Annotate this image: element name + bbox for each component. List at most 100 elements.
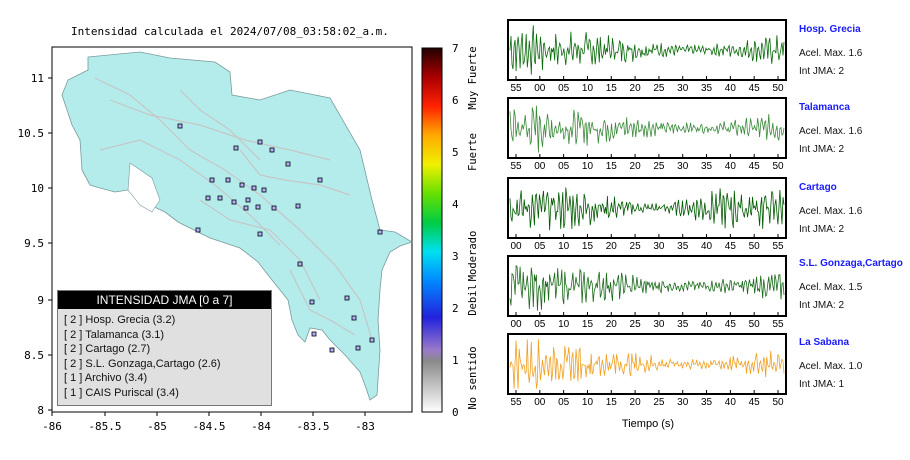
colorbar-label-muy-fuerte: Muy Fuerte xyxy=(467,46,479,109)
trace-tick-label: 10 xyxy=(582,161,594,172)
lon-tick: -86 xyxy=(42,420,62,433)
trace-tick-label: 15 xyxy=(606,397,618,408)
trace-tick-label: 05 xyxy=(558,83,570,94)
trace-tick-label: 50 xyxy=(772,397,784,408)
waveform-line xyxy=(509,264,785,311)
trace-tick-label: 30 xyxy=(677,397,689,408)
trace-tick-label: 30 xyxy=(653,241,665,252)
station-name: Cartago xyxy=(799,182,837,193)
trace-frame xyxy=(507,333,787,395)
legend-item: [ 1 ] CAIS Puriscal (3.4) xyxy=(64,386,179,399)
station-acel: Acel. Max. 1.6 xyxy=(799,48,863,59)
trace-tick-label: 40 xyxy=(701,319,713,330)
colorbar-ticks: 0 1 2 3 4 5 6 7 xyxy=(452,42,459,419)
lon-tick-labels: -86 -85.5 -85 -84.5 -84 -83.5 -83 xyxy=(42,420,375,433)
colorbar-label-debil: Debil xyxy=(467,284,479,316)
trace-tick-label: 45 xyxy=(749,83,761,94)
trace-tick-label: 00 xyxy=(510,319,522,330)
station-int: Int JMA: 2 xyxy=(799,66,845,77)
seismogram-trace: 00 05 10 15 20 25 30 35 40 45 50 55 xyxy=(507,255,787,330)
trace-tick-label: 45 xyxy=(749,397,761,408)
trace-tick-label: 10 xyxy=(558,241,570,252)
trace-tick-label: 20 xyxy=(630,161,642,172)
trace-tick-label: 05 xyxy=(534,319,546,330)
lon-tick: -83.5 xyxy=(296,420,329,433)
lat-tick: 8.5 xyxy=(24,349,44,362)
seismogram-trace: 55 00 05 10 15 20 25 30 35 40 45 50 xyxy=(507,19,787,94)
intensity-legend: INTENSIDAD JMA [0 a 7] [ 2 ] Hosp. Greci… xyxy=(57,290,272,406)
trace-tick-label: 45 xyxy=(749,161,761,172)
legend-title: INTENSIDAD JMA [0 a 7] xyxy=(58,291,271,309)
seismogram-trace: 55 00 05 10 15 20 25 30 35 40 45 50 xyxy=(507,97,787,172)
trace-tick-label: 30 xyxy=(677,161,689,172)
trace-tick-label: 20 xyxy=(630,397,642,408)
trace-tick-label: 35 xyxy=(701,161,713,172)
trace-tick-label: 55 xyxy=(510,161,522,172)
trace-tick-label: 10 xyxy=(582,83,594,94)
trace-tick-label: 50 xyxy=(772,83,784,94)
trace-tick-label: 30 xyxy=(653,319,665,330)
legend-item: [ 2 ] S.L. Gonzaga,Cartago (2.6) xyxy=(64,357,221,370)
trace-tick-label: 35 xyxy=(701,83,713,94)
trace-tick-label: 25 xyxy=(653,83,665,94)
lat-tick: 10.5 xyxy=(18,127,45,140)
trace-tick-label: 05 xyxy=(558,397,570,408)
seismogram-trace: 00 05 10 15 20 25 30 35 40 45 50 55 xyxy=(507,177,787,252)
lon-tick: -85.5 xyxy=(88,420,121,433)
station-acel: Acel. Max. 1.5 xyxy=(799,282,863,293)
legend-item: [ 1 ] Archivo (3.4) xyxy=(64,372,148,384)
colorbar-tick: 0 xyxy=(452,406,459,419)
trace-tick-label: 45 xyxy=(725,319,737,330)
trace-tick-label: 25 xyxy=(630,241,642,252)
lat-tick: 8 xyxy=(37,404,44,417)
station-acel: Acel. Max. 1.6 xyxy=(799,206,863,217)
time-axis-label: Tiempo (s) xyxy=(622,418,674,430)
station-acel: Acel. Max. 1.0 xyxy=(799,361,863,372)
station-name: S.L. Gonzaga,Cartago xyxy=(799,258,903,269)
legend-item: [ 2 ] Cartago (2.7) xyxy=(64,343,151,355)
lat-tick: 9 xyxy=(37,294,44,307)
station-markers xyxy=(177,123,383,353)
trace-tick-label: 10 xyxy=(558,319,570,330)
trace-tick-label: 55 xyxy=(510,83,522,94)
costa-rica-landmass xyxy=(61,51,413,401)
waveform-line xyxy=(509,187,785,231)
station-int: Int JMA: 2 xyxy=(799,300,845,311)
colorbar-tick: 6 xyxy=(452,94,459,107)
intensity-colorbar xyxy=(421,47,443,413)
trace-tick-label: 35 xyxy=(677,319,689,330)
station-name: La Sabana xyxy=(799,337,850,348)
trace-tick-label: 25 xyxy=(630,319,642,330)
legend-item: [ 2 ] Hosp. Grecia (3.2) xyxy=(64,314,176,326)
seismogram-trace: 55 00 05 10 15 20 25 30 35 40 45 50 xyxy=(507,333,787,408)
trace-tick-label: 00 xyxy=(534,83,546,94)
map-title: Intensidad calculada el 2024/07/08_03:58… xyxy=(71,25,389,38)
trace-tick-label: 20 xyxy=(606,319,618,330)
trace-tick-label: 20 xyxy=(630,83,642,94)
colorbar-label-moderado: Moderado xyxy=(467,231,479,282)
trace-tick-label: 00 xyxy=(510,241,522,252)
trace-tick-label: 15 xyxy=(582,241,594,252)
station-name: Hosp. Grecia xyxy=(799,24,861,35)
trace-tick-label: 40 xyxy=(725,161,737,172)
trace-tick-label: 25 xyxy=(653,397,665,408)
station-int: Int JMA: 1 xyxy=(799,379,845,390)
road-network xyxy=(94,77,373,341)
trace-tick-label: 15 xyxy=(606,83,618,94)
colorbar-label-no-sentido: No sentido xyxy=(467,346,479,409)
trace-tick-label: 00 xyxy=(534,397,546,408)
lon-tick: -85 xyxy=(147,420,167,433)
trace-tick-label: 50 xyxy=(772,161,784,172)
trace-tick-label: 15 xyxy=(606,161,618,172)
legend-item: [ 2 ] Talamanca (3.1) xyxy=(64,328,165,341)
lon-tick: -83 xyxy=(355,420,375,433)
map-axis-ticks xyxy=(48,77,366,416)
waveform-line xyxy=(509,25,785,75)
waveform-line xyxy=(509,105,785,153)
colorbar-tick: 4 xyxy=(452,198,459,211)
lat-tick: 9.5 xyxy=(24,237,44,250)
trace-frame xyxy=(507,19,787,81)
trace-tick-label: 00 xyxy=(534,161,546,172)
trace-frame xyxy=(507,97,787,159)
lat-tick: 11 xyxy=(31,72,44,85)
